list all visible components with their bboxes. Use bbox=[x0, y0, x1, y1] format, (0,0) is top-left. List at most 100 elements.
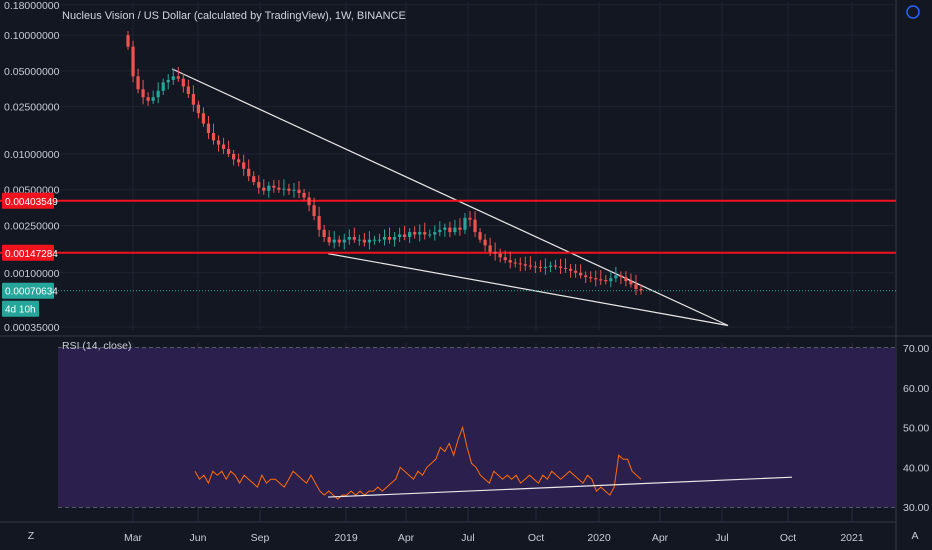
candle-body bbox=[141, 89, 145, 98]
price-badge-text: 4d 10h bbox=[5, 305, 36, 316]
lower-trendline bbox=[327, 253, 729, 327]
rsi-tick-label: 30.00 bbox=[903, 502, 929, 514]
candle-body bbox=[282, 188, 286, 190]
candle-body bbox=[488, 245, 492, 252]
rsi-line bbox=[194, 425, 642, 500]
candle-body bbox=[131, 46, 135, 77]
time-tick-label: Mar bbox=[124, 532, 143, 544]
candle-body bbox=[201, 113, 206, 124]
candle-body bbox=[458, 227, 462, 230]
price-badge-text: 0.00070634 bbox=[5, 287, 58, 298]
rsi-tick-label: 50.00 bbox=[903, 423, 929, 435]
candle-body bbox=[403, 234, 407, 238]
rsi-axis[interactable]: 70.00 60.00 50.00 40.00 30.00 bbox=[903, 343, 929, 514]
candle-body bbox=[161, 82, 165, 91]
candle-body bbox=[634, 284, 638, 290]
upper-trendline bbox=[171, 68, 729, 327]
candle-body bbox=[538, 266, 543, 268]
candle-body bbox=[362, 239, 366, 243]
price-badge bbox=[2, 244, 54, 261]
candle-body bbox=[262, 187, 266, 191]
candle-body bbox=[392, 237, 397, 240]
candle-body bbox=[382, 237, 387, 240]
auto-scale-icon[interactable]: A bbox=[911, 530, 918, 542]
candle-body bbox=[518, 263, 522, 265]
candle-body bbox=[574, 270, 578, 273]
candle-body bbox=[387, 237, 392, 240]
candle-body bbox=[171, 76, 175, 80]
price-tick-label: 0.00035000 bbox=[4, 322, 60, 334]
time-tick-label: Oct bbox=[780, 532, 796, 544]
candle-body bbox=[453, 227, 457, 233]
candle-body bbox=[413, 232, 417, 235]
z-icon[interactable]: Z bbox=[28, 530, 35, 542]
price-tick-label: 0.05000000 bbox=[4, 66, 60, 78]
price-badge-text: 0.00147284 bbox=[5, 249, 58, 260]
candle-body bbox=[196, 104, 201, 114]
candle-body bbox=[146, 97, 150, 101]
price-badge-text: 0.00403549 bbox=[5, 197, 58, 208]
candle-body bbox=[372, 239, 377, 241]
candle-body bbox=[397, 234, 402, 238]
candle-body bbox=[599, 279, 603, 281]
candle-body bbox=[513, 262, 517, 264]
candle-body bbox=[221, 144, 226, 150]
candle-body bbox=[216, 140, 221, 145]
candle-body bbox=[272, 185, 276, 188]
candle-body bbox=[568, 268, 573, 271]
candle-body bbox=[126, 35, 130, 47]
candle-body bbox=[211, 133, 216, 141]
price-tick-label: 0.18000000 bbox=[4, 0, 60, 12]
rsi-line-path bbox=[194, 425, 642, 500]
candle-body bbox=[181, 78, 185, 87]
price-tick-label: 0.10000000 bbox=[4, 30, 60, 42]
time-tick-label: Jul bbox=[461, 532, 474, 544]
time-tick-label: 2020 bbox=[587, 532, 611, 544]
rsi-trendline-segment bbox=[327, 476, 793, 498]
candle-body bbox=[257, 182, 261, 188]
price-tick-label: 0.01000000 bbox=[4, 149, 60, 161]
candle-body bbox=[186, 86, 190, 94]
candle-body bbox=[589, 277, 593, 279]
candle-body bbox=[166, 79, 170, 83]
rsi-tick-label: 40.00 bbox=[903, 462, 929, 474]
time-tick-label: Jul bbox=[715, 532, 728, 544]
candle-body bbox=[619, 275, 623, 278]
candle-body bbox=[377, 239, 382, 241]
rsi-label: RSI (14, close) bbox=[62, 340, 131, 352]
time-tick-label: 2021 bbox=[840, 532, 864, 544]
candle-body bbox=[237, 159, 241, 163]
candle-body bbox=[307, 197, 311, 206]
chart-title: Nucleus Vision / US Dollar (calculated b… bbox=[62, 10, 406, 22]
time-tick-label: 2019 bbox=[334, 532, 358, 544]
price-tick-label: 0.00100000 bbox=[4, 268, 60, 280]
candle-body bbox=[302, 192, 306, 198]
candle-body bbox=[408, 232, 412, 238]
price-badge bbox=[2, 282, 54, 299]
candle-body bbox=[438, 229, 442, 233]
candle-body bbox=[277, 187, 281, 190]
time-tick-label: Apr bbox=[398, 532, 415, 544]
candle-body bbox=[292, 189, 296, 191]
rsi-band bbox=[58, 348, 896, 507]
settings-icon[interactable] bbox=[906, 5, 920, 19]
candle-body bbox=[433, 232, 437, 235]
time-axis[interactable]: Mar Jun Sep 2019 Apr Jul Oct 2020 Apr Jul Oct 2021 bbox=[124, 532, 864, 544]
candle-body bbox=[483, 239, 487, 246]
candle-body bbox=[523, 264, 527, 266]
candle-body bbox=[327, 237, 331, 243]
candle-body bbox=[553, 265, 558, 267]
candle-body bbox=[206, 123, 211, 134]
candle-body bbox=[493, 251, 497, 254]
price-tick-label: 0.00250000 bbox=[4, 220, 60, 232]
candle-body bbox=[352, 237, 356, 240]
candle-body bbox=[448, 227, 452, 233]
time-tick-label: Sep bbox=[251, 532, 270, 544]
candle-body bbox=[443, 227, 447, 230]
candle-body bbox=[463, 217, 467, 230]
candle-body bbox=[252, 176, 256, 183]
candle-body bbox=[322, 229, 326, 238]
candle-body bbox=[478, 232, 482, 240]
